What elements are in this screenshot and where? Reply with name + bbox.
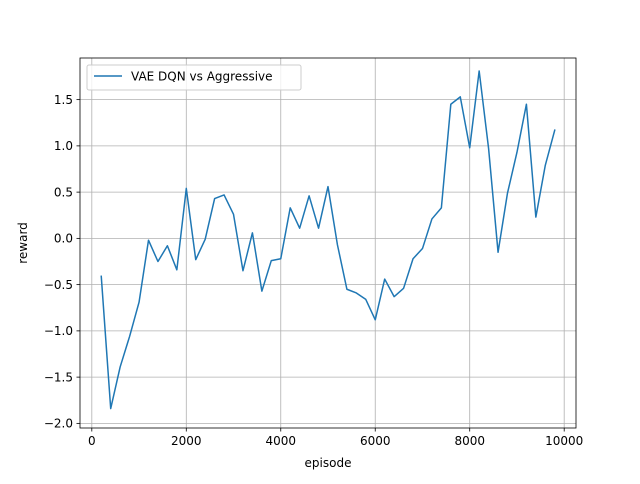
legend-box	[86, 64, 302, 91]
series-lines	[100, 70, 556, 410]
y-axis-label: reward	[16, 222, 30, 264]
axis-ticks: 0 2000 4000 6000 8000 10000 −2.0 −1.5 −1.0 −0.5 0.…	[44, 93, 583, 448]
x-tick-label: 10000	[545, 434, 583, 448]
y-tick-label: −1.5	[44, 370, 73, 384]
y-tick-label: 0.0	[54, 232, 73, 246]
y-tick-label: −1.0	[44, 324, 73, 338]
x-axis-label: episode	[305, 456, 352, 470]
legend: VAE DQN vs Aggressive	[86, 64, 302, 91]
x-tick-label: 2000	[171, 434, 202, 448]
x-tick-label: 0	[88, 434, 96, 448]
y-tick-label: −2.0	[44, 417, 73, 431]
grid	[80, 58, 576, 428]
x-tick-label: 8000	[454, 434, 485, 448]
y-tick-label: 0.5	[54, 185, 73, 199]
y-tick-label: −0.5	[44, 278, 73, 292]
legend-entry-label: VAE DQN vs Aggressive	[131, 70, 273, 84]
series-line-0	[100, 70, 556, 410]
x-tick-label: 4000	[265, 434, 296, 448]
y-tick-label: 1.5	[54, 93, 73, 107]
plot-frame	[79, 57, 577, 429]
y-tick-label: 1.0	[54, 139, 73, 153]
x-tick-label: 6000	[360, 434, 391, 448]
